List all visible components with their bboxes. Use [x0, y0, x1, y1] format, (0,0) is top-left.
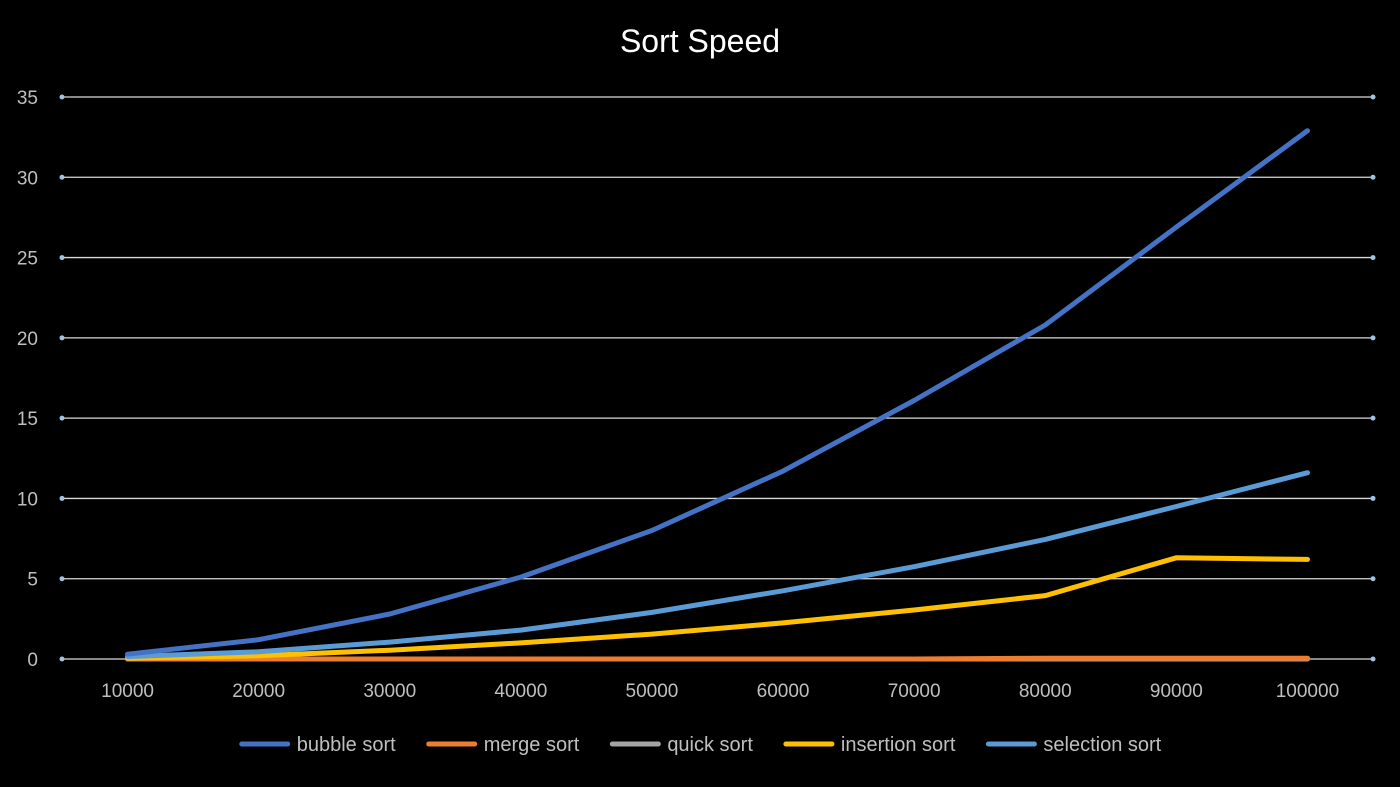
gridlines [62, 96, 1373, 660]
x-tick-label: 100000 [1276, 681, 1339, 702]
series-line-bubble-sort [125, 128, 1310, 657]
x-tick-label: 50000 [626, 681, 679, 702]
gridline-endpoint-marker [1370, 656, 1376, 662]
gridline-endpoint-marker [1370, 174, 1376, 180]
series-lines [125, 128, 1310, 662]
y-tick-label: 25 [17, 249, 38, 270]
y-tick-label: 15 [17, 409, 38, 430]
gridline-endpoint-marker [1370, 415, 1376, 421]
gridline-endpoint-marker [1370, 495, 1376, 501]
legend-item-selection-sort[interactable]: selection sort [985, 734, 1162, 756]
x-tick-label: 10000 [101, 681, 154, 702]
y-tick-label: 0 [27, 650, 38, 671]
gridline-endpoint-marker [59, 255, 65, 261]
x-axis: 10000 20000 30000 40000 50000 60000 70000 80000… [101, 681, 1339, 702]
gridline-endpoint-marker [1370, 576, 1376, 582]
chart-area-handles [59, 94, 1376, 662]
gridline-endpoint-marker [1370, 335, 1376, 341]
legend-item-quick-sort[interactable]: quick sort [609, 734, 753, 756]
series-line-selection-sort [125, 470, 1310, 660]
x-tick-label: 90000 [1150, 681, 1203, 702]
legend-label: quick sort [667, 734, 753, 756]
y-tick-label: 30 [17, 168, 38, 189]
x-tick-label: 30000 [363, 681, 416, 702]
y-tick-label: 35 [17, 88, 38, 109]
legend-label: bubble sort [297, 734, 396, 756]
x-tick-label: 60000 [757, 681, 810, 702]
legend-item-bubble-sort[interactable]: bubble sort [239, 734, 396, 756]
legend-item-merge-sort[interactable]: merge sort [426, 734, 580, 756]
legend-label: selection sort [1043, 734, 1161, 756]
x-tick-label: 20000 [232, 681, 285, 702]
chart-title: Sort Speed [620, 23, 780, 59]
gridline-endpoint-marker [59, 94, 65, 100]
gridline-endpoint-marker [59, 495, 65, 501]
x-tick-label: 40000 [494, 681, 547, 702]
x-tick-label: 80000 [1019, 681, 1072, 702]
gridline-endpoint-marker [1370, 94, 1376, 100]
gridline-endpoint-marker [59, 415, 65, 421]
gridline-endpoint-marker [59, 576, 65, 582]
legend-item-insertion-sort[interactable]: insertion sort [783, 734, 956, 756]
y-tick-label: 5 [27, 570, 38, 591]
x-tick-label: 70000 [888, 681, 941, 702]
y-tick-label: 20 [17, 329, 38, 350]
legend: bubble sort merge sort quick sort insertion… [239, 734, 1162, 756]
gridline-endpoint-marker [59, 335, 65, 341]
legend-label: merge sort [484, 734, 580, 756]
gridline-endpoint-marker [1370, 255, 1376, 261]
legend-label: insertion sort [841, 734, 956, 756]
series-line-insertion-sort [125, 555, 1310, 661]
series-line-merge-sort [125, 655, 1310, 662]
gridline-endpoint-marker [59, 656, 65, 662]
gridline-endpoint-marker [59, 174, 65, 180]
y-axis: 0 5 10 15 20 25 30 35 [17, 88, 38, 671]
y-tick-label: 10 [17, 489, 38, 510]
